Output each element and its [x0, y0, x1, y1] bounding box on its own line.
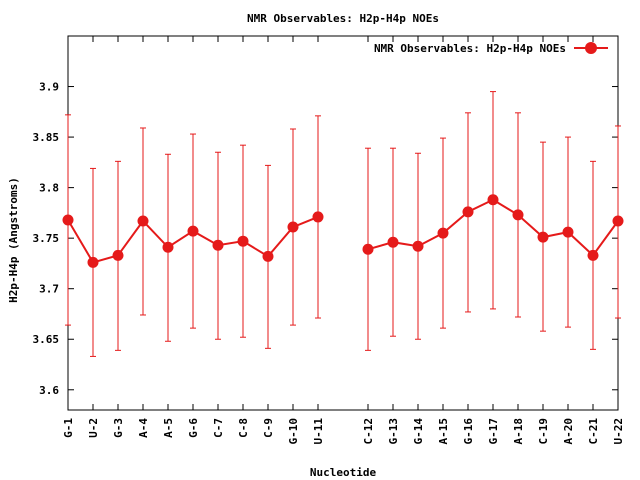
x-tick-label: G-10: [287, 418, 300, 445]
x-tick-label: U-2: [87, 418, 100, 438]
x-tick-label: A-18: [512, 418, 525, 445]
data-point: [137, 215, 149, 227]
data-point: [362, 243, 374, 255]
x-axis-ticks: G-1 U-2 G-3 A-4 A-5 G-6 C-7 C-8 C-9 G-10 U-11 C-12 G…: [62, 36, 625, 445]
x-tick-label: G-16: [462, 418, 475, 445]
x-tick-label: C-19: [537, 418, 550, 445]
data-point: [262, 250, 274, 262]
data-points: [62, 194, 624, 268]
x-tick-label: G-1: [62, 418, 75, 438]
y-tick-label: 3.8: [39, 182, 59, 195]
data-point: [412, 240, 424, 252]
y-tick-label: 3.75: [33, 232, 60, 245]
legend-marker: [585, 42, 597, 54]
y-axis-label: H2p-H4p (Angstroms): [7, 177, 20, 303]
data-point: [487, 194, 499, 206]
x-tick-label: C-21: [587, 418, 600, 445]
x-tick-label: A-4: [137, 418, 150, 438]
data-point: [62, 214, 74, 226]
data-point: [612, 215, 624, 227]
x-tick-label: G-3: [112, 418, 125, 438]
x-tick-label: C-8: [237, 418, 250, 438]
data-point: [587, 249, 599, 261]
chart-title: NMR Observables: H2p-H4p NOEs: [247, 12, 439, 25]
x-axis-label: Nucleotide: [310, 466, 377, 479]
data-point: [437, 227, 449, 239]
legend: NMR Observables: H2p-H4p NOEs: [374, 42, 608, 55]
data-point: [287, 221, 299, 233]
x-tick-label: G-13: [387, 418, 400, 445]
y-axis-ticks: 3.6 3.65 3.7 3.75 3.8 3.85 3.9: [33, 81, 618, 397]
data-point: [387, 236, 399, 248]
y-tick-label: 3.7: [39, 283, 59, 296]
x-tick-label: A-20: [562, 418, 575, 445]
data-point: [112, 249, 124, 261]
x-tick-label: A-15: [437, 418, 450, 445]
x-tick-label: A-5: [162, 418, 175, 438]
data-point: [162, 241, 174, 253]
x-tick-label: G-14: [412, 418, 425, 445]
x-tick-label: C-7: [212, 418, 225, 438]
data-point: [537, 231, 549, 243]
data-point: [212, 239, 224, 251]
x-tick-label: U-11: [312, 418, 325, 445]
x-tick-label: C-9: [262, 418, 275, 438]
x-tick-label: G-17: [487, 418, 500, 445]
y-tick-label: 3.85: [33, 131, 60, 144]
y-tick-label: 3.9: [39, 81, 59, 94]
legend-label: NMR Observables: H2p-H4p NOEs: [374, 42, 566, 55]
y-tick-label: 3.6: [39, 384, 59, 397]
y-tick-label: 3.65: [33, 333, 60, 346]
x-tick-label: U-22: [612, 418, 625, 445]
data-point: [87, 256, 99, 268]
x-tick-label: G-6: [187, 418, 200, 438]
series-lines: [67, 198, 619, 264]
axes: [67, 35, 619, 411]
plot-frame: [67, 35, 619, 411]
data-point: [312, 211, 324, 223]
data-point: [562, 226, 574, 238]
data-point: [237, 235, 249, 247]
x-tick-label: C-12: [362, 418, 375, 445]
data-point: [462, 206, 474, 218]
error-bars: [65, 91, 621, 357]
data-point: [187, 225, 199, 237]
data-point: [512, 209, 524, 221]
